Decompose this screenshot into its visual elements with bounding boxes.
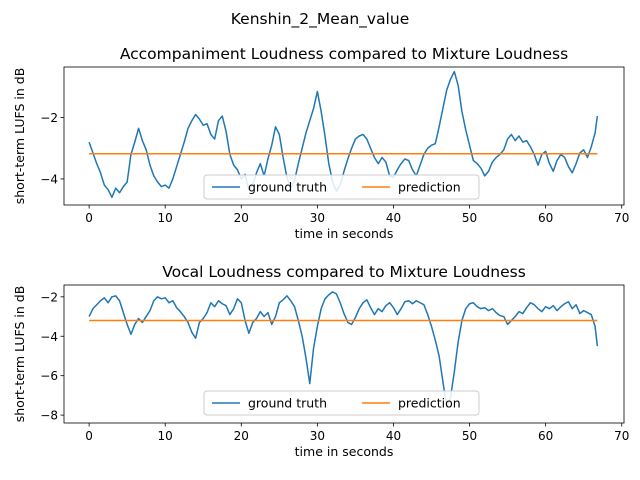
x-tick-label: 70: [614, 211, 629, 225]
x-tick-label: 60: [538, 429, 553, 443]
x-tick-label: 60: [538, 211, 553, 225]
chart-title: Vocal Loudness compared to Mixture Loudn…: [162, 263, 526, 281]
chart-vocal: 0 10 20 30 40 50 60 70 −8 −6 −4 −2 Vocal Loudness co…: [12, 263, 629, 459]
x-tick-label: 30: [310, 429, 325, 443]
x-axis-label: time in seconds: [295, 444, 394, 459]
legend-label: ground truth: [248, 180, 327, 195]
x-tick-label: 50: [462, 429, 477, 443]
chart-title: Accompaniment Loudness compared to Mixtu…: [120, 45, 568, 63]
axes-frame: [63, 284, 625, 424]
x-tick-label: 0: [85, 211, 93, 225]
y-axis-label: short-term LUFS in dB: [12, 286, 27, 423]
figure-suptitle: Kenshin_2_Mean_value: [231, 10, 409, 29]
x-axis-label: time in seconds: [295, 226, 394, 241]
x-tick-label: 70: [614, 429, 629, 443]
x-tick-label: 0: [85, 429, 93, 443]
series-line-ground-truth: [88, 70, 599, 199]
x-tick-label: 10: [158, 429, 173, 443]
x-tick-label: 50: [462, 211, 477, 225]
x-tick-label: 20: [234, 429, 249, 443]
x-tick-label: 10: [158, 211, 173, 225]
axes-frame: [63, 66, 625, 206]
series-line-ground-truth: [88, 291, 599, 408]
legend-box: [203, 174, 480, 200]
y-tick-label: −2: [40, 290, 58, 304]
legend-label: prediction: [398, 396, 461, 411]
y-tick-label: −6: [40, 369, 58, 383]
legend-box: [203, 390, 480, 416]
y-tick-label: −4: [40, 172, 58, 186]
y-axis-label: short-term LUFS in dB: [12, 68, 27, 205]
y-tick-label: −8: [40, 409, 58, 423]
legend-label: prediction: [398, 180, 461, 195]
y-tick-label: −4: [40, 330, 58, 344]
chart-accompaniment: 0 10 20 30 40 50 60 70 −4 −2 Accompaniment Loudnes…: [12, 45, 629, 241]
x-tick-label: 40: [386, 429, 401, 443]
x-tick-label: 20: [234, 211, 249, 225]
legend: ground truth prediction: [203, 390, 480, 416]
x-tick-label: 40: [386, 211, 401, 225]
y-tick-label: −2: [40, 111, 58, 125]
x-tick-label: 30: [310, 211, 325, 225]
legend-label: ground truth: [248, 396, 327, 411]
legend: ground truth prediction: [203, 174, 480, 200]
